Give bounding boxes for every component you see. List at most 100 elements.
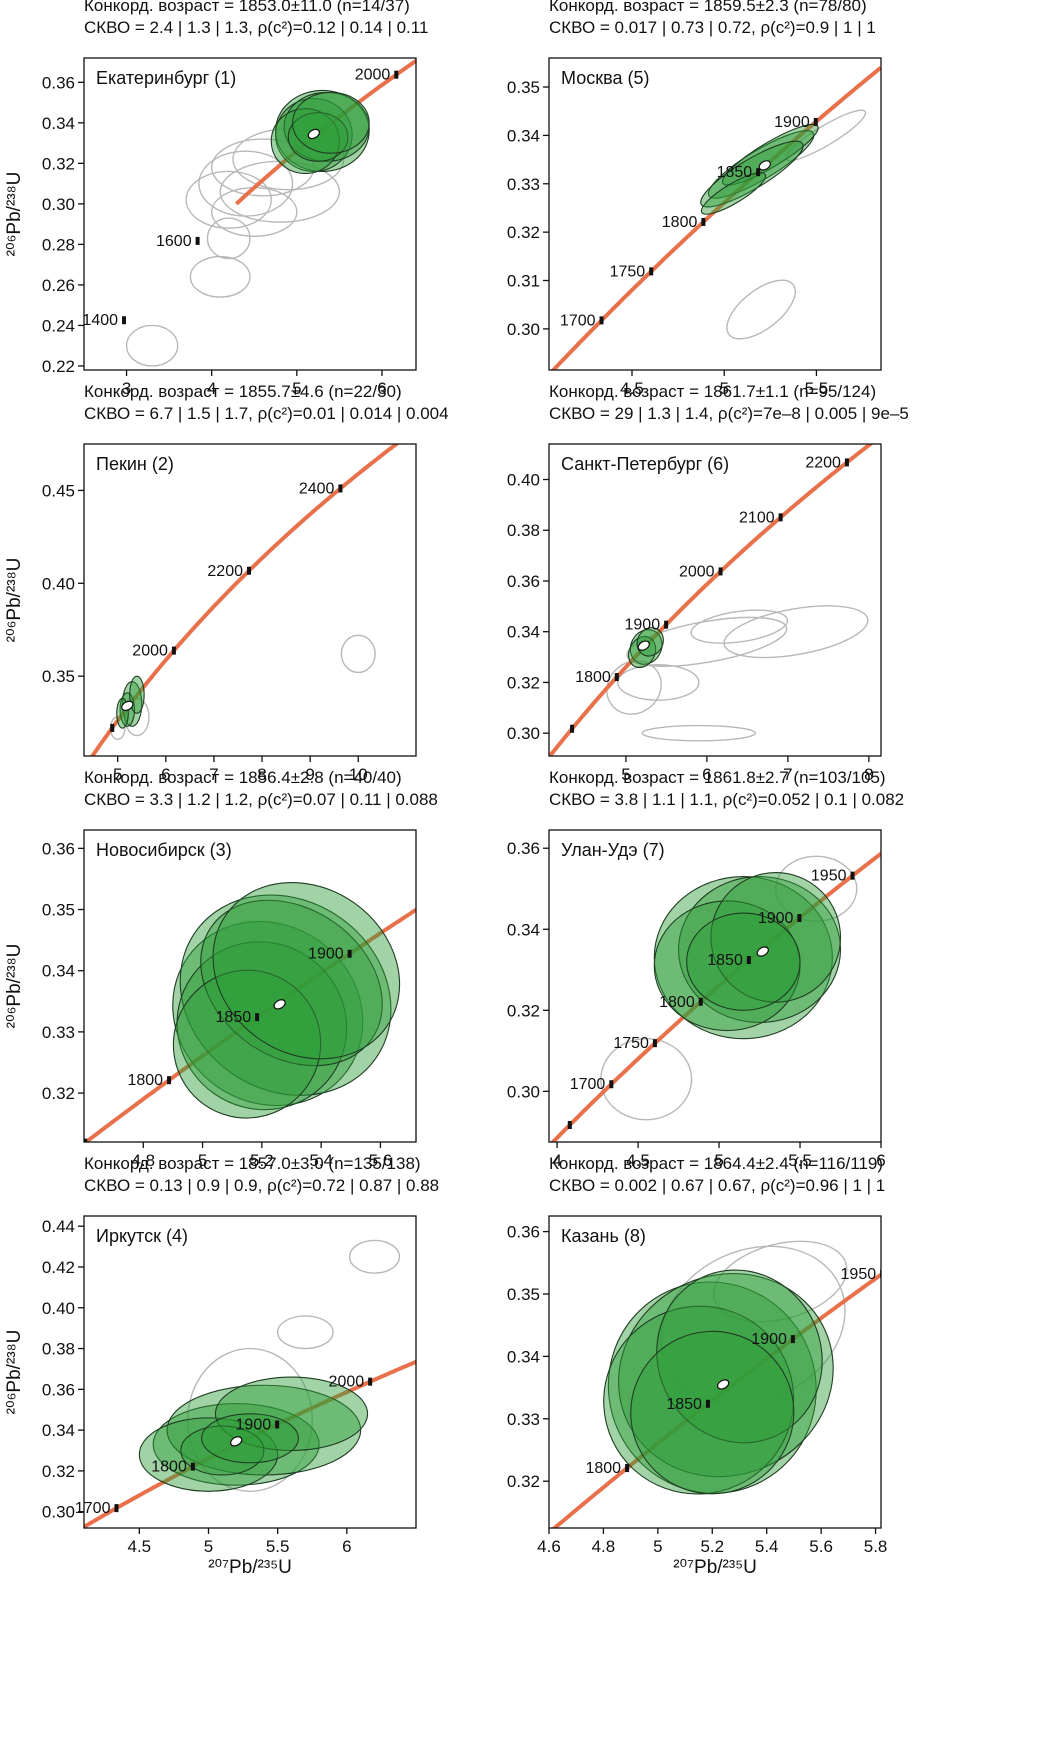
y-axis-label: ²⁰⁶Pb/²³⁸U: [4, 558, 25, 643]
x-tick-label: 5.2: [700, 1537, 724, 1556]
x-tick-label: 4.5: [128, 1537, 152, 1556]
y-tick-label: 0.34: [42, 962, 75, 981]
age-tick-mark: [195, 236, 200, 245]
age-label: 1700: [560, 312, 596, 329]
age-tick-mark: [246, 566, 251, 575]
y-tick-label: 0.32: [42, 154, 75, 173]
age-tick-mark: [114, 1504, 119, 1513]
x-tick-label: 4.8: [592, 1537, 616, 1556]
age-label: 1800: [662, 214, 698, 231]
x-tick-label: 3: [122, 379, 131, 398]
age-label: 1400: [82, 312, 118, 329]
age-label: 1900: [758, 910, 794, 927]
accepted-ellipse: [603, 1305, 795, 1495]
accepted-ellipse: [138, 1417, 279, 1492]
chart-panel-4: Конкорд. возраст = 1857.0±3.0 (n=135/138…: [4, 1154, 439, 1578]
chart-title-line2: СКВО = 0.002 | 0.67 | 0.67, ρ(c²)=0.96 |…: [549, 1176, 885, 1195]
age-label: 1900: [774, 114, 810, 131]
rejected-ellipse: [185, 170, 272, 229]
chart-title-line2: СКВО = 3.8 | 1.1 | 1.1, ρ(c²)=0.052 | 0.…: [549, 790, 904, 809]
x-tick-label: 6: [702, 765, 711, 784]
plot-area: [550, 851, 881, 1142]
x-tick-label: 5: [621, 765, 630, 784]
concordia-age-ellipse: [716, 1379, 730, 1390]
x-tick-label: 4.5: [620, 379, 644, 398]
age-tick-mark: [756, 168, 761, 177]
x-tick-label: 5.6: [369, 1151, 393, 1170]
age-tick-mark: [850, 871, 855, 880]
y-tick-label: 0.32: [42, 1084, 75, 1103]
y-tick-label: 0.36: [42, 1380, 75, 1399]
age-tick-mark: [567, 1120, 572, 1129]
x-tick-label: 4.6: [537, 1537, 561, 1556]
age-tick-mark: [609, 1080, 614, 1089]
chart-title-line2: СКВО = 29 | 1.3 | 1.4, ρ(c²)=7e–8 | 0.00…: [549, 404, 909, 423]
x-tick-label: 6: [342, 1537, 351, 1556]
accepted-ellipse: [292, 91, 370, 154]
concordia-curve: [84, 1359, 416, 1528]
accepted-ellipse: [618, 1273, 834, 1478]
age-tick-mark: [275, 1420, 280, 1429]
y-tick-label: 0.36: [42, 73, 75, 92]
y-tick-label: 0.30: [507, 320, 540, 339]
age-tick-mark: [652, 1039, 657, 1048]
plot-frame: [83, 57, 417, 371]
concordia-curve: [234, 58, 416, 206]
chart-title-line1: Конкорд. возраст = 1861.7±1.1 (n=95/124): [549, 382, 876, 401]
y-tick-label: 0.34: [507, 920, 540, 939]
plot-frame: [548, 1215, 882, 1529]
chart-panel-6: Конкорд. возраст = 1861.7±1.1 (n=95/124)…: [507, 382, 909, 784]
y-tick-label: 0.31: [507, 272, 540, 291]
plot-frame: [83, 443, 417, 757]
age-tick-mark: [347, 949, 352, 958]
panel-city-label: Казань (8): [561, 1226, 646, 1246]
age-label: 1700: [570, 1076, 606, 1093]
age-label: 2000: [679, 563, 715, 580]
accepted-ellipse: [176, 941, 348, 1111]
y-tick-label: 0.36: [507, 572, 540, 591]
age-label: 1900: [236, 1416, 272, 1433]
y-tick-label: 0.45: [42, 481, 75, 500]
accepted-ellipse: [172, 969, 322, 1119]
x-tick-label: 5: [113, 765, 122, 784]
accepted-ellipse: [630, 1330, 795, 1495]
concordia-age-ellipse: [121, 700, 134, 712]
x-tick-label: 4: [207, 379, 216, 398]
x-tick-label: 5.2: [250, 1151, 274, 1170]
plot-area: [84, 881, 416, 1142]
age-tick-mark: [664, 620, 669, 629]
age-label: 1850: [666, 1396, 702, 1413]
accepted-ellipse: [700, 172, 767, 215]
chart-panel-2: Конкорд. возраст = 1855.7±4.6 (n=22/30) С…: [4, 382, 449, 784]
age-label: 2200: [207, 563, 243, 580]
y-tick-label: 0.32: [507, 1001, 540, 1020]
rejected-ellipse: [723, 605, 869, 659]
x-tick-label: 7: [783, 765, 792, 784]
accepted-ellipse: [287, 112, 349, 162]
x-tick-label: 4.5: [626, 1151, 650, 1170]
y-tick-label: 0.40: [42, 1299, 75, 1318]
rejected-ellipse: [713, 1240, 848, 1323]
x-tick-label: 5: [204, 1537, 213, 1556]
y-tick-label: 0.35: [42, 901, 75, 920]
chart-panel-3: Конкорд. возраст = 1856.4±2.8 (n=40/40)С…: [4, 768, 438, 1170]
panel-city-label: Москва (5): [561, 68, 649, 88]
age-tick-mark: [84, 1138, 88, 1142]
y-tick-label: 0.34: [507, 126, 540, 145]
age-tick-mark: [614, 673, 619, 682]
age-tick-mark: [122, 316, 127, 325]
rejected-ellipse: [617, 663, 700, 701]
age-tick-mark: [368, 1377, 373, 1386]
y-tick-label: 0.32: [507, 223, 540, 242]
age-label: 1900: [308, 946, 344, 963]
concordia-age-ellipse: [637, 640, 650, 651]
x-tick-label: 8: [864, 765, 873, 784]
rejected-ellipse: [276, 1315, 334, 1350]
chart-panel-7: Конкорд. возраст = 1861.8±2.7 (n=103/105…: [507, 768, 904, 1170]
plot-area: [549, 444, 874, 756]
y-tick-label: 0.34: [42, 114, 75, 133]
plot-area: [551, 1240, 881, 1528]
age-label: 1800: [127, 1072, 163, 1089]
y-tick-label: 0.34: [507, 623, 540, 642]
